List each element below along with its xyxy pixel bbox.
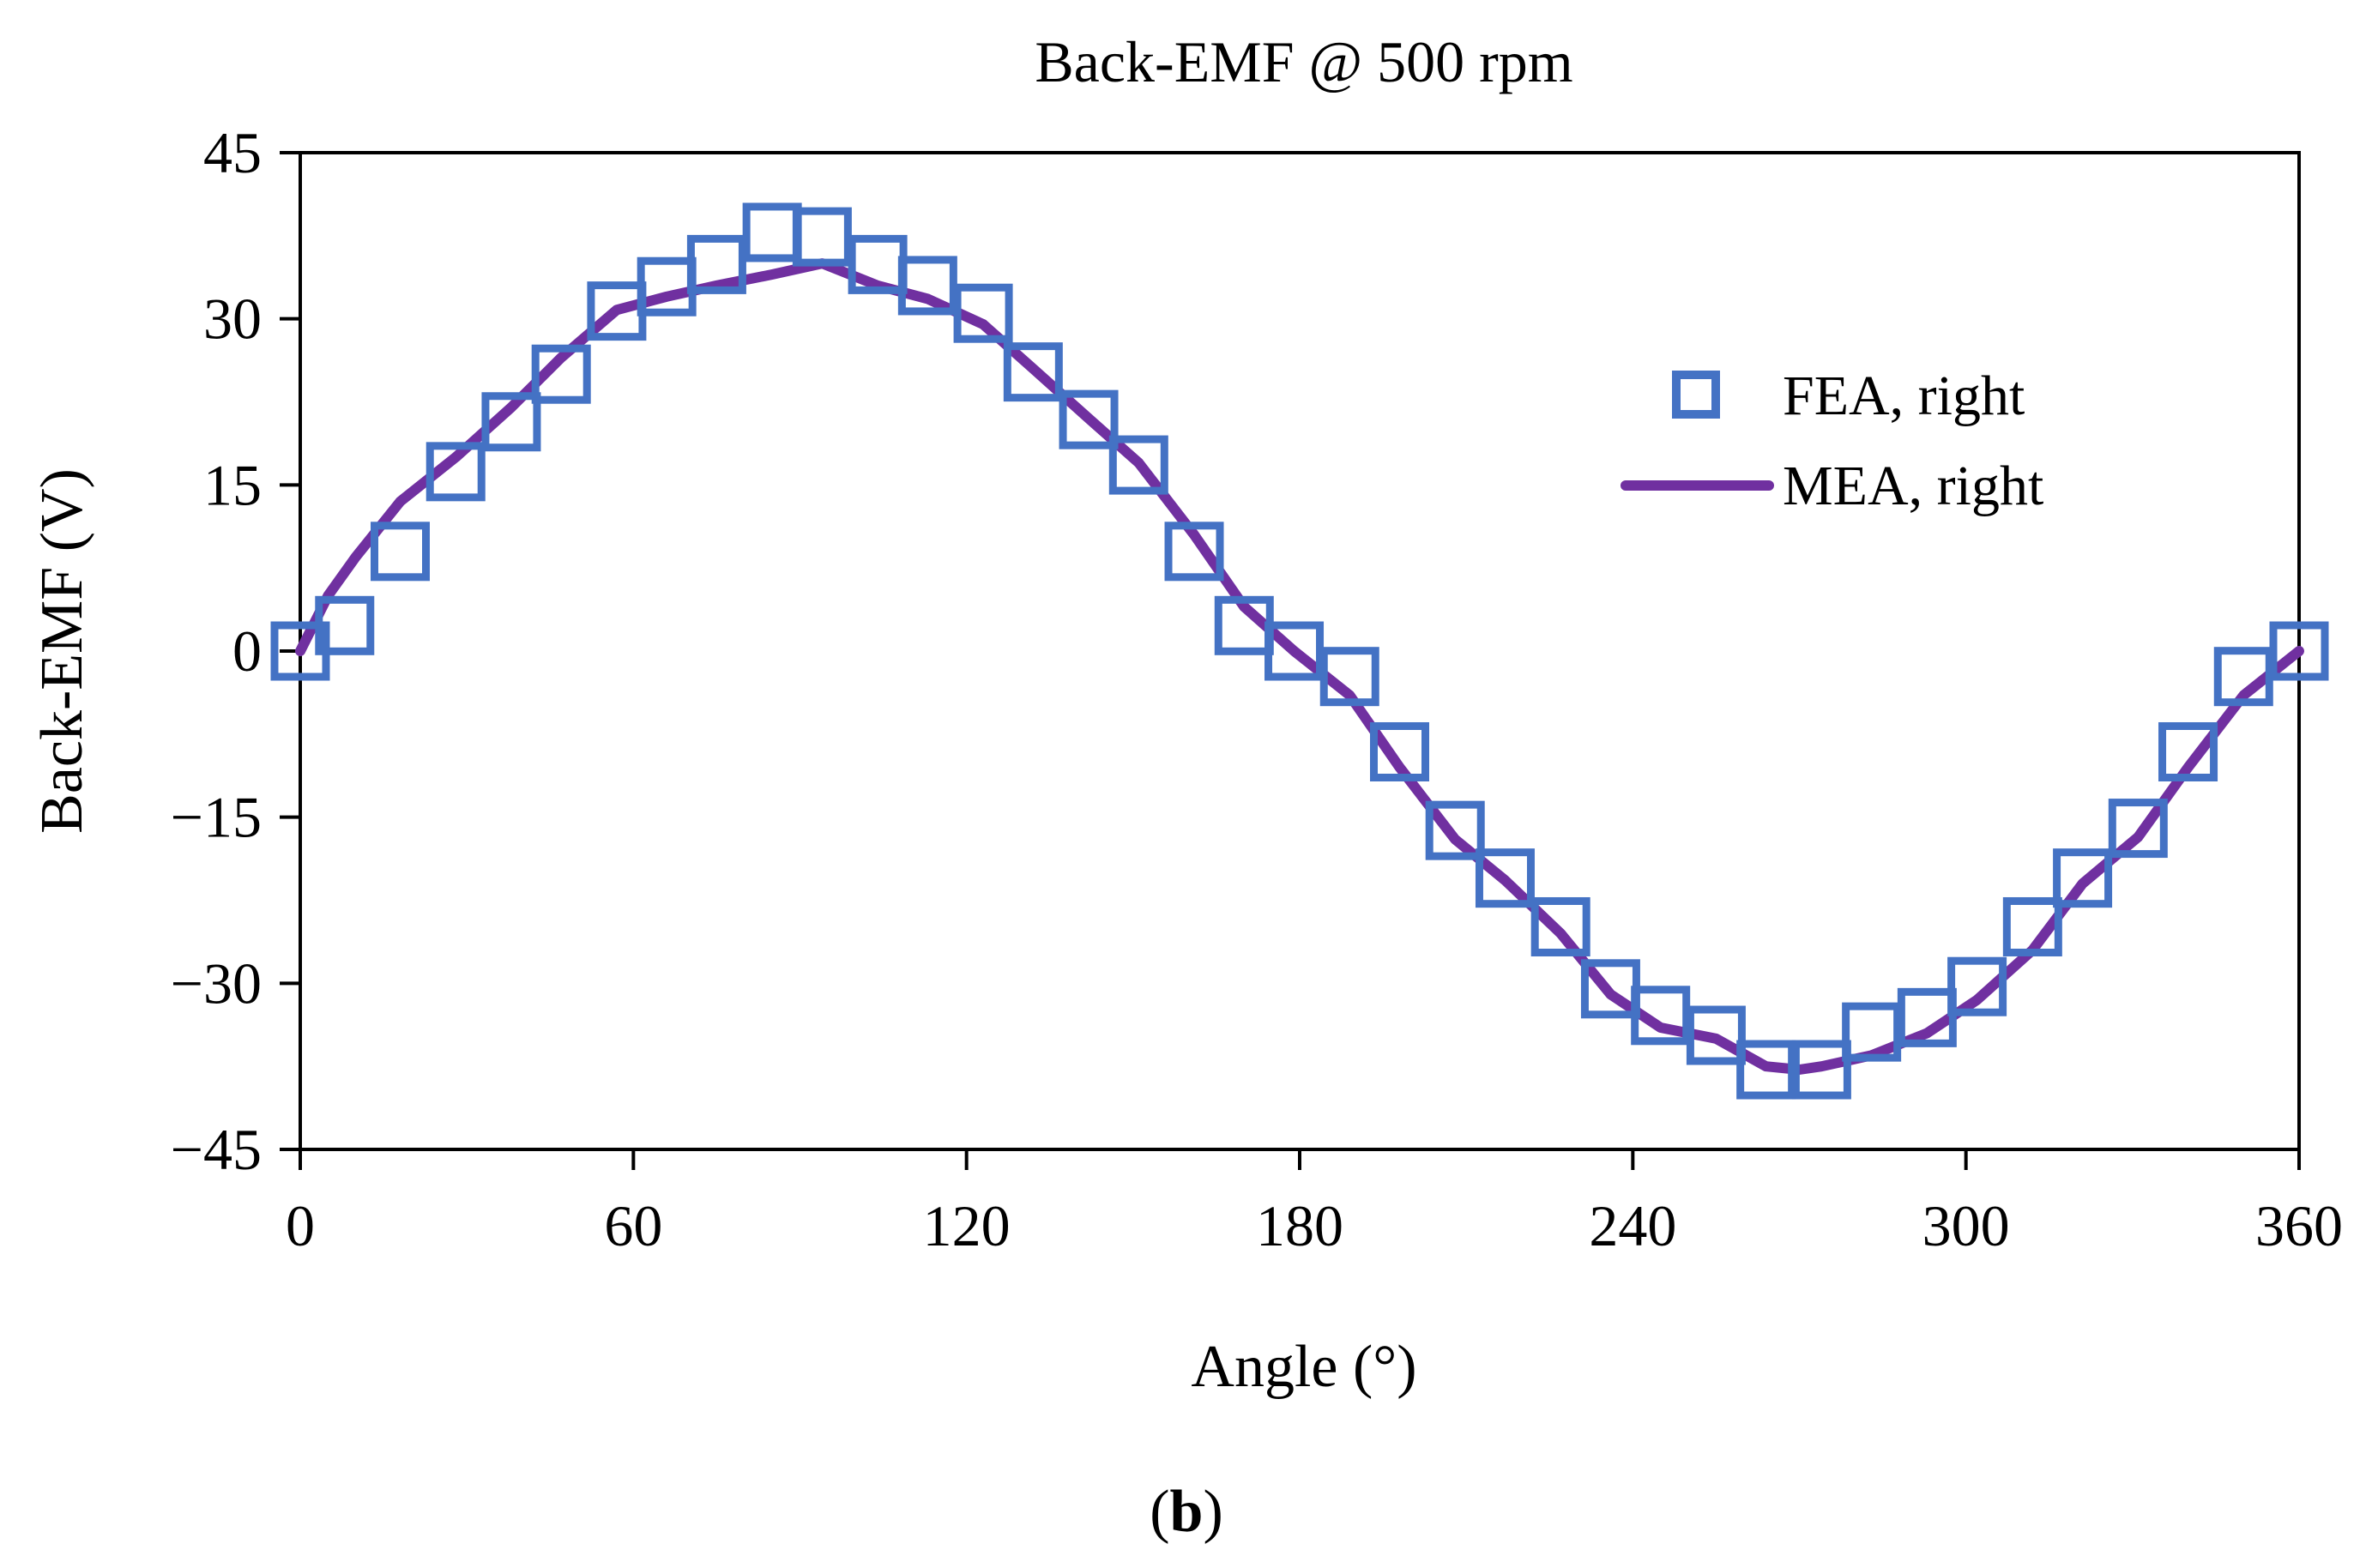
x-axis-title: Angle (°) (1191, 1334, 1416, 1400)
series-mea-right (295, 258, 2304, 1075)
fea-right-point (2108, 799, 2168, 859)
mea-right-line (295, 258, 2304, 1075)
legend-label-mea-right: MEA, right (1783, 455, 2043, 517)
fea-right-point (1791, 1040, 1851, 1100)
fea-right-point (1842, 1002, 1902, 1062)
fea-right-point (2269, 621, 2329, 681)
series-fea-right (270, 202, 2329, 1100)
panel-label-prefix: ( (1150, 1479, 1169, 1545)
fea-right-point (1059, 389, 1119, 449)
fea-right-point (686, 234, 746, 294)
fea-right-point (2053, 848, 2113, 908)
fea-right-point (2002, 896, 2062, 956)
x-tick-label: 0 (286, 1193, 315, 1258)
fea-right-point (1947, 956, 2007, 1016)
fea-right-point (1897, 987, 1957, 1047)
fea-right-point (371, 522, 430, 582)
x-tick-label: 300 (1922, 1193, 2010, 1258)
x-tick-label: 120 (923, 1193, 1011, 1258)
fea-right-point (1425, 800, 1485, 860)
fea-right-point (1003, 342, 1063, 402)
y-tick-label: 0 (232, 618, 262, 684)
fea-right-point (481, 392, 541, 452)
fea-right-point (792, 207, 852, 267)
legend-label-fea-right: FEA, right (1783, 365, 2025, 427)
y-tick-label: −15 (171, 785, 262, 850)
y-tick-label: −30 (171, 950, 262, 1016)
panel-label-suffix: ) (1203, 1479, 1222, 1545)
x-tick-label: 240 (1589, 1193, 1676, 1258)
chart-title: Back-EMF @ 500 rpm (1035, 29, 1572, 94)
x-tick-label: 180 (1256, 1193, 1343, 1258)
fea-right-point (1736, 1040, 1796, 1100)
fea-right-point (897, 256, 957, 316)
fea-right-point (2213, 647, 2273, 707)
fea-right-point (1370, 721, 1429, 781)
fea-right-point (1475, 848, 1535, 908)
fea-right-point (426, 442, 486, 502)
panel-label: (b) (1150, 1479, 1223, 1545)
legend-marker-fea-right (1672, 371, 1720, 419)
x-tick-label: 360 (2255, 1193, 2343, 1258)
panel-label-letter: b (1170, 1479, 1204, 1545)
fea-right-point (1319, 647, 1379, 707)
y-tick-label: 15 (203, 452, 262, 517)
fea-right-point (1108, 435, 1168, 495)
fea-right-point (1530, 896, 1590, 956)
fea-right-point (1264, 621, 1325, 681)
y-tick-label: 45 (203, 120, 262, 185)
x-axis-ticks: 0 60 120 180 240 300 360 (286, 1149, 2343, 1258)
y-tick-label: −45 (171, 1117, 262, 1182)
x-tick-label: 60 (604, 1193, 662, 1258)
y-tick-label: 30 (203, 286, 262, 352)
fea-right-point (1686, 1005, 1746, 1065)
fea-right-point (1631, 986, 1691, 1046)
y-axis-ticks: 45 30 15 0 −15 −30 −45 (171, 120, 300, 1182)
fea-right-point (1164, 522, 1224, 582)
fea-right-point (315, 595, 375, 655)
y-axis-title: Back-EMF (V) (29, 468, 95, 834)
legend: FEA, right MEA, right (1621, 365, 2043, 517)
fea-right-point (2158, 721, 2218, 781)
fea-right-point (531, 344, 591, 404)
fea-right-point (953, 283, 1013, 343)
